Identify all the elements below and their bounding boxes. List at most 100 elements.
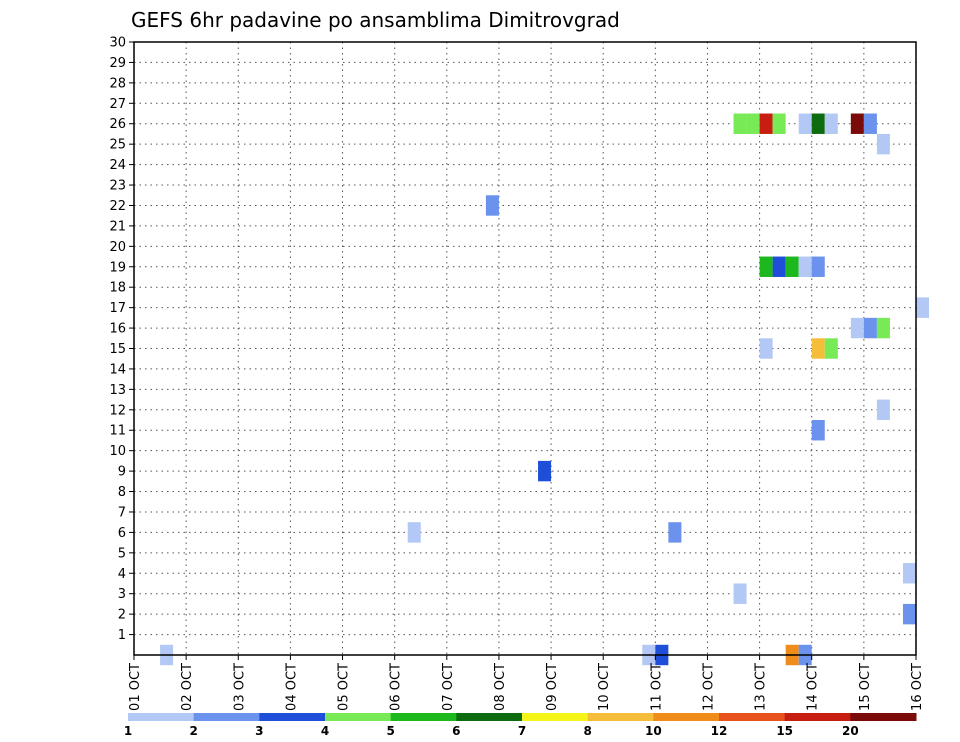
y-tick-label: 21: [109, 219, 126, 234]
precip-cell: [850, 113, 864, 134]
x-tick-label: 06 OCT: [389, 663, 404, 711]
y-tick-label: 26: [109, 117, 126, 132]
y-tick-label: 1: [118, 628, 126, 643]
precip-cell: [798, 113, 812, 134]
x-tick-label: 02 OCT: [180, 663, 195, 711]
legend-label: 15: [776, 724, 793, 738]
legend-label: 4: [321, 724, 329, 738]
precip-cell: [785, 256, 799, 277]
legend-swatch: [325, 713, 392, 721]
legend-label: 3: [255, 724, 263, 738]
legend-swatch: [719, 713, 786, 721]
data-cells: [160, 113, 930, 666]
x-tick-label: 13 OCT: [754, 663, 769, 711]
x-tick-label: 14 OCT: [806, 663, 821, 711]
x-tick-label: 08 OCT: [493, 663, 508, 711]
precip-cell: [902, 563, 916, 584]
legend-label: 12: [711, 724, 728, 738]
legend-swatch: [259, 713, 326, 721]
legend-label: 1: [124, 724, 132, 738]
plot-area: [133, 41, 930, 666]
legend-swatch: [587, 713, 654, 721]
x-axis: 01 OCT 02 OCT 03 OCT 04 OCT 05 OCT 06 OCT 07 O…: [128, 655, 925, 711]
precip-cell: [824, 338, 838, 359]
precip-cell: [811, 256, 825, 277]
y-tick-label: 30: [109, 36, 126, 51]
legend-label: 20: [842, 724, 859, 738]
precip-cell: [863, 113, 877, 134]
precip-cell: [485, 195, 499, 216]
legend-label: 7: [518, 724, 526, 738]
y-tick-label: 28: [109, 76, 126, 91]
y-tick-label: 4: [118, 567, 126, 582]
legend-swatch: [653, 713, 720, 721]
legend-swatch: [456, 713, 523, 721]
y-tick-label: 25: [109, 138, 126, 153]
precip-cell: [811, 113, 825, 134]
y-tick-label: 8: [118, 485, 126, 500]
legend-swatch: [193, 713, 260, 721]
precip-cell: [811, 338, 825, 359]
legend-label: 10: [645, 724, 662, 738]
precip-cell: [746, 113, 760, 134]
y-tick-label: 10: [109, 444, 126, 459]
y-tick-label: 2: [118, 608, 126, 623]
y-tick-label: 29: [109, 56, 126, 71]
y-tick-label: 23: [109, 179, 126, 194]
precip-cell: [902, 603, 916, 625]
precip-cell: [733, 583, 747, 604]
y-tick-label: 9: [118, 465, 126, 480]
grid-lines: [134, 42, 916, 655]
x-tick-label: 15 OCT: [858, 663, 873, 711]
x-tick-label: 03 OCT: [232, 663, 247, 711]
y-tick-label: 24: [109, 158, 126, 173]
y-tick-label: 20: [109, 240, 126, 255]
precip-cell: [759, 338, 773, 359]
x-tick-label: 11 OCT: [649, 663, 664, 711]
precip-cell: [824, 113, 838, 134]
y-tick-label: 11: [109, 424, 126, 439]
y-tick-label: 12: [109, 403, 126, 418]
x-tick-label: 07 OCT: [441, 663, 456, 711]
precip-cell: [759, 256, 773, 277]
precip-cell: [407, 522, 421, 543]
precip-cell: [538, 460, 552, 482]
legend-swatch: [390, 713, 457, 721]
color-legend: 1 2 3 4 5 6 7 8 10 12 15 20: [124, 713, 917, 738]
x-tick-label: 12 OCT: [701, 663, 716, 711]
x-tick-label: 01 OCT: [128, 663, 143, 711]
x-tick-label: 16 OCT: [910, 663, 925, 711]
precip-cell: [916, 297, 930, 318]
precip-cell: [798, 256, 812, 277]
y-tick-label: 14: [109, 362, 126, 377]
precip-cell: [876, 399, 890, 421]
y-tick-label: 15: [109, 342, 126, 357]
y-tick-label: 16: [109, 322, 126, 337]
legend-label: 5: [386, 724, 394, 738]
precip-cell: [772, 256, 786, 277]
legend-swatch: [784, 713, 851, 721]
precip-cell: [876, 133, 890, 155]
y-axis: 1234567891011121314151617181920212223242…: [109, 36, 134, 643]
legend-label: 8: [583, 724, 591, 738]
precip-cell: [863, 317, 877, 339]
chart-title: GEFS 6hr padavine po ansamblima Dimitrov…: [131, 8, 620, 32]
y-tick-label: 22: [109, 199, 126, 214]
precip-cell: [850, 317, 864, 339]
legend-swatch: [128, 713, 195, 721]
precip-cell: [772, 113, 786, 134]
precip-cell: [668, 522, 682, 543]
y-tick-label: 13: [109, 383, 126, 398]
y-tick-label: 7: [118, 505, 126, 520]
legend-swatch: [850, 713, 917, 721]
legend-swatch: [522, 713, 589, 721]
x-tick-label: 05 OCT: [337, 663, 352, 711]
y-tick-label: 6: [118, 526, 126, 541]
x-tick-label: 10 OCT: [597, 663, 612, 711]
y-tick-label: 5: [118, 546, 126, 561]
y-tick-label: 3: [118, 587, 126, 602]
precip-cell: [759, 113, 773, 134]
x-tick-label: 09 OCT: [545, 663, 560, 711]
x-tick-label: 04 OCT: [284, 663, 299, 711]
